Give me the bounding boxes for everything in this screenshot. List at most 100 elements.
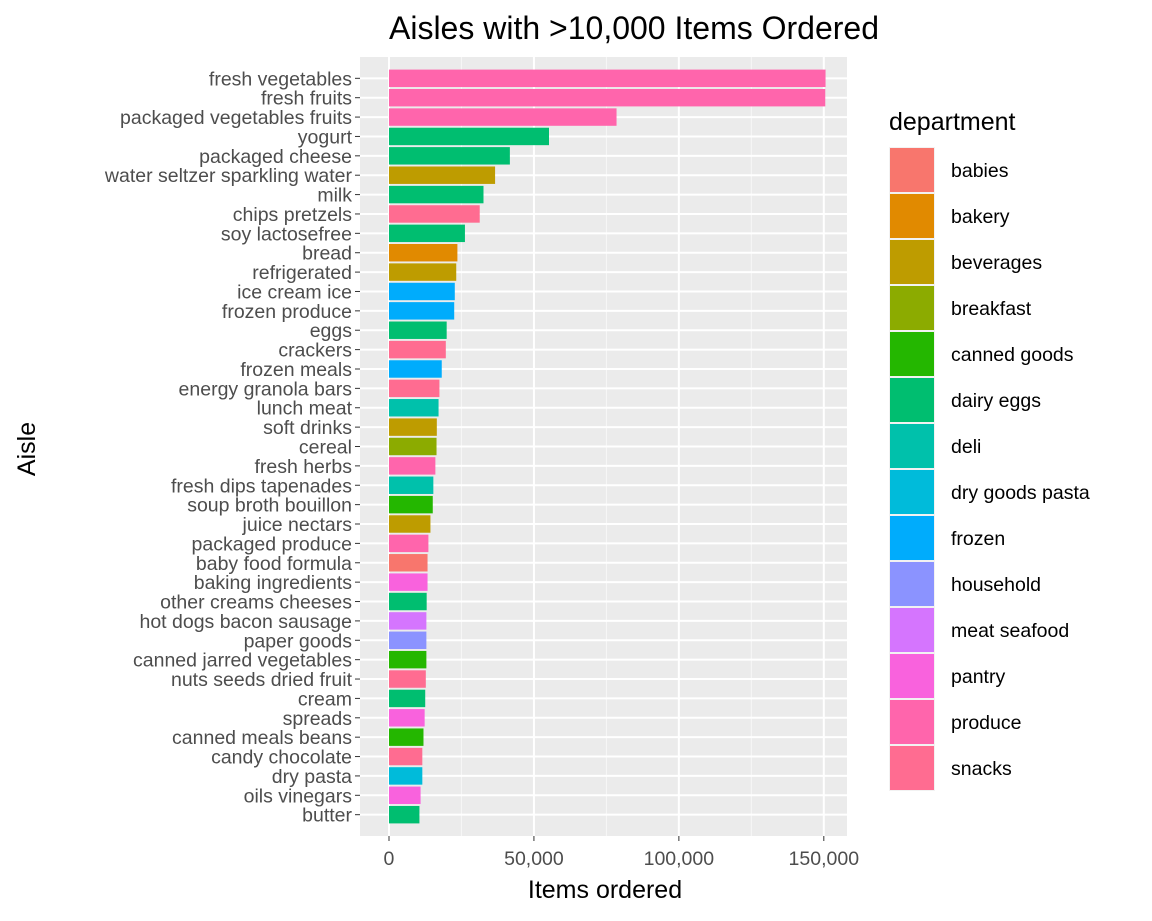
- legend-swatch-frozen: [890, 516, 934, 560]
- legend-swatch-dry-goods-pasta: [890, 470, 934, 514]
- bar-milk: [388, 185, 484, 204]
- bar-frozen-produce: [388, 302, 455, 320]
- y-tick-label-juice-nectars: juice nectars: [242, 514, 353, 536]
- bar-dry-pasta: [388, 767, 423, 785]
- legend-label-beverages: beverages: [951, 252, 1042, 274]
- legend-label-deli: deli: [951, 436, 981, 458]
- y-tick-label-other-creams-cheeses: other creams cheeses: [160, 592, 352, 614]
- y-tick-label-baby-food-formula: baby food formula: [196, 553, 352, 575]
- y-tick-label-eggs: eggs: [310, 320, 353, 342]
- y-tick-label-hot-dogs-bacon-sausage: hot dogs bacon sausage: [139, 611, 352, 633]
- bar-refrigerated: [388, 263, 457, 281]
- y-tick-label-water-seltzer-sparkling-water: water seltzer sparkling water: [104, 165, 353, 187]
- bar-other-creams-cheeses: [388, 592, 427, 611]
- y-tick-label-oils-vinegars: oils vinegars: [244, 785, 353, 807]
- legend-swatch-meat-seafood: [890, 608, 934, 652]
- legend-swatch-pantry: [890, 654, 934, 698]
- legend-label-meat-seafood: meat seafood: [951, 620, 1069, 642]
- bar-soft-drinks: [388, 418, 437, 436]
- y-axis-title: Aisle: [13, 422, 41, 476]
- bar-baby-food-formula: [388, 554, 428, 572]
- y-tick-label-paper-goods: paper goods: [244, 630, 353, 652]
- y-tick-label-refrigerated: refrigerated: [252, 262, 352, 284]
- y-tick-label-soup-broth-bouillon: soup broth bouillon: [187, 495, 352, 517]
- legend-label-pantry: pantry: [951, 666, 1005, 688]
- y-tick-label-dry-pasta: dry pasta: [272, 766, 352, 788]
- legend-label-produce: produce: [951, 712, 1021, 734]
- legend-label-dry-goods-pasta: dry goods pasta: [951, 482, 1090, 504]
- x-axis-tick-labels: 0 50,000 100,000 150,000: [384, 836, 860, 870]
- legend-label-bakery: bakery: [951, 206, 1010, 228]
- legend-swatch-produce: [890, 700, 934, 744]
- x-tick-label: 50,000: [504, 848, 564, 870]
- y-tick-label-crackers: crackers: [278, 340, 352, 362]
- bar-cream: [388, 689, 426, 708]
- legend-swatch-snacks: [890, 746, 934, 790]
- legend-title: department: [889, 108, 1016, 136]
- legend-label-dairy-eggs: dairy eggs: [951, 390, 1041, 412]
- y-tick-label-ice-cream-ice: ice cream ice: [237, 281, 352, 303]
- bar-paper-goods: [388, 631, 427, 650]
- bar-frozen-meals: [388, 360, 442, 378]
- legend-label-babies: babies: [951, 160, 1009, 182]
- bar-water-seltzer-sparkling-water: [388, 166, 496, 184]
- bar-butter: [388, 805, 420, 824]
- legend-swatch-canned-goods: [890, 332, 934, 376]
- y-tick-label-canned-meals-beans: canned meals beans: [172, 727, 352, 749]
- bar-crackers: [388, 340, 446, 359]
- y-tick-label-frozen-produce: frozen produce: [222, 301, 352, 323]
- bar-fresh-fruits: [388, 88, 826, 107]
- y-tick-label-bread: bread: [302, 243, 352, 265]
- bar-canned-meals-beans: [388, 728, 424, 746]
- bar-bread: [388, 243, 458, 262]
- bar-juice-nectars: [388, 515, 431, 533]
- legend-swatch-breakfast: [890, 286, 934, 330]
- bar-packaged-cheese: [388, 147, 510, 165]
- legend-swatch-deli: [890, 424, 934, 468]
- legend-swatch-beverages: [890, 240, 934, 284]
- y-tick-label-spreads: spreads: [283, 708, 353, 730]
- bar-spreads: [388, 709, 425, 727]
- y-tick-label-soy-lactosefree: soy lactosefree: [221, 223, 352, 245]
- bar-lunch-meat: [388, 399, 439, 417]
- bar-chips-pretzels: [388, 205, 480, 223]
- bar-candy-chocolate: [388, 747, 423, 766]
- bar-baking-ingredients: [388, 573, 428, 591]
- legend-label-snacks: snacks: [951, 758, 1012, 780]
- y-tick-label-fresh-fruits: fresh fruits: [261, 88, 352, 110]
- bar-cereal: [388, 437, 437, 456]
- y-tick-label-candy-chocolate: candy chocolate: [211, 747, 352, 769]
- bar-fresh-herbs: [388, 457, 436, 475]
- y-tick-label-fresh-herbs: fresh herbs: [254, 456, 352, 478]
- y-tick-label-fresh-dips-tapenades: fresh dips tapenades: [171, 475, 352, 497]
- legend-label-canned-goods: canned goods: [951, 344, 1074, 366]
- y-tick-label-packaged-produce: packaged produce: [192, 533, 352, 555]
- y-tick-label-nuts-seeds-dried-fruit: nuts seeds dried fruit: [171, 669, 353, 691]
- bar-soup-broth-bouillon: [388, 495, 433, 514]
- x-tick-label: 100,000: [644, 848, 715, 870]
- x-axis-title: Items ordered: [528, 876, 682, 904]
- y-tick-label-soft-drinks: soft drinks: [263, 417, 352, 439]
- legend-label-household: household: [951, 574, 1041, 596]
- legend-swatch-babies: [890, 148, 934, 192]
- bar-fresh-vegetables: [388, 69, 826, 88]
- bar-yogurt: [388, 127, 550, 146]
- bar-canned-jarred-vegetables: [388, 650, 427, 669]
- bar-eggs: [388, 321, 447, 339]
- bar-packaged-produce: [388, 534, 429, 553]
- y-tick-label-lunch-meat: lunch meat: [257, 398, 353, 420]
- y-tick-label-baking-ingredients: baking ingredients: [194, 572, 353, 594]
- bar-oils-vinegars: [388, 786, 421, 805]
- legend-label-frozen: frozen: [951, 528, 1005, 550]
- legend-label-breakfast: breakfast: [951, 298, 1032, 320]
- bar-soy-lactosefree: [388, 224, 465, 243]
- y-tick-label-cereal: cereal: [299, 437, 352, 459]
- legend-swatch-dairy-eggs: [890, 378, 934, 422]
- x-tick-label: 150,000: [789, 848, 860, 870]
- bar-nuts-seeds-dried-fruit: [388, 670, 426, 688]
- bar-hot-dogs-bacon-sausage: [388, 612, 427, 630]
- legend-swatch-bakery: [890, 194, 934, 238]
